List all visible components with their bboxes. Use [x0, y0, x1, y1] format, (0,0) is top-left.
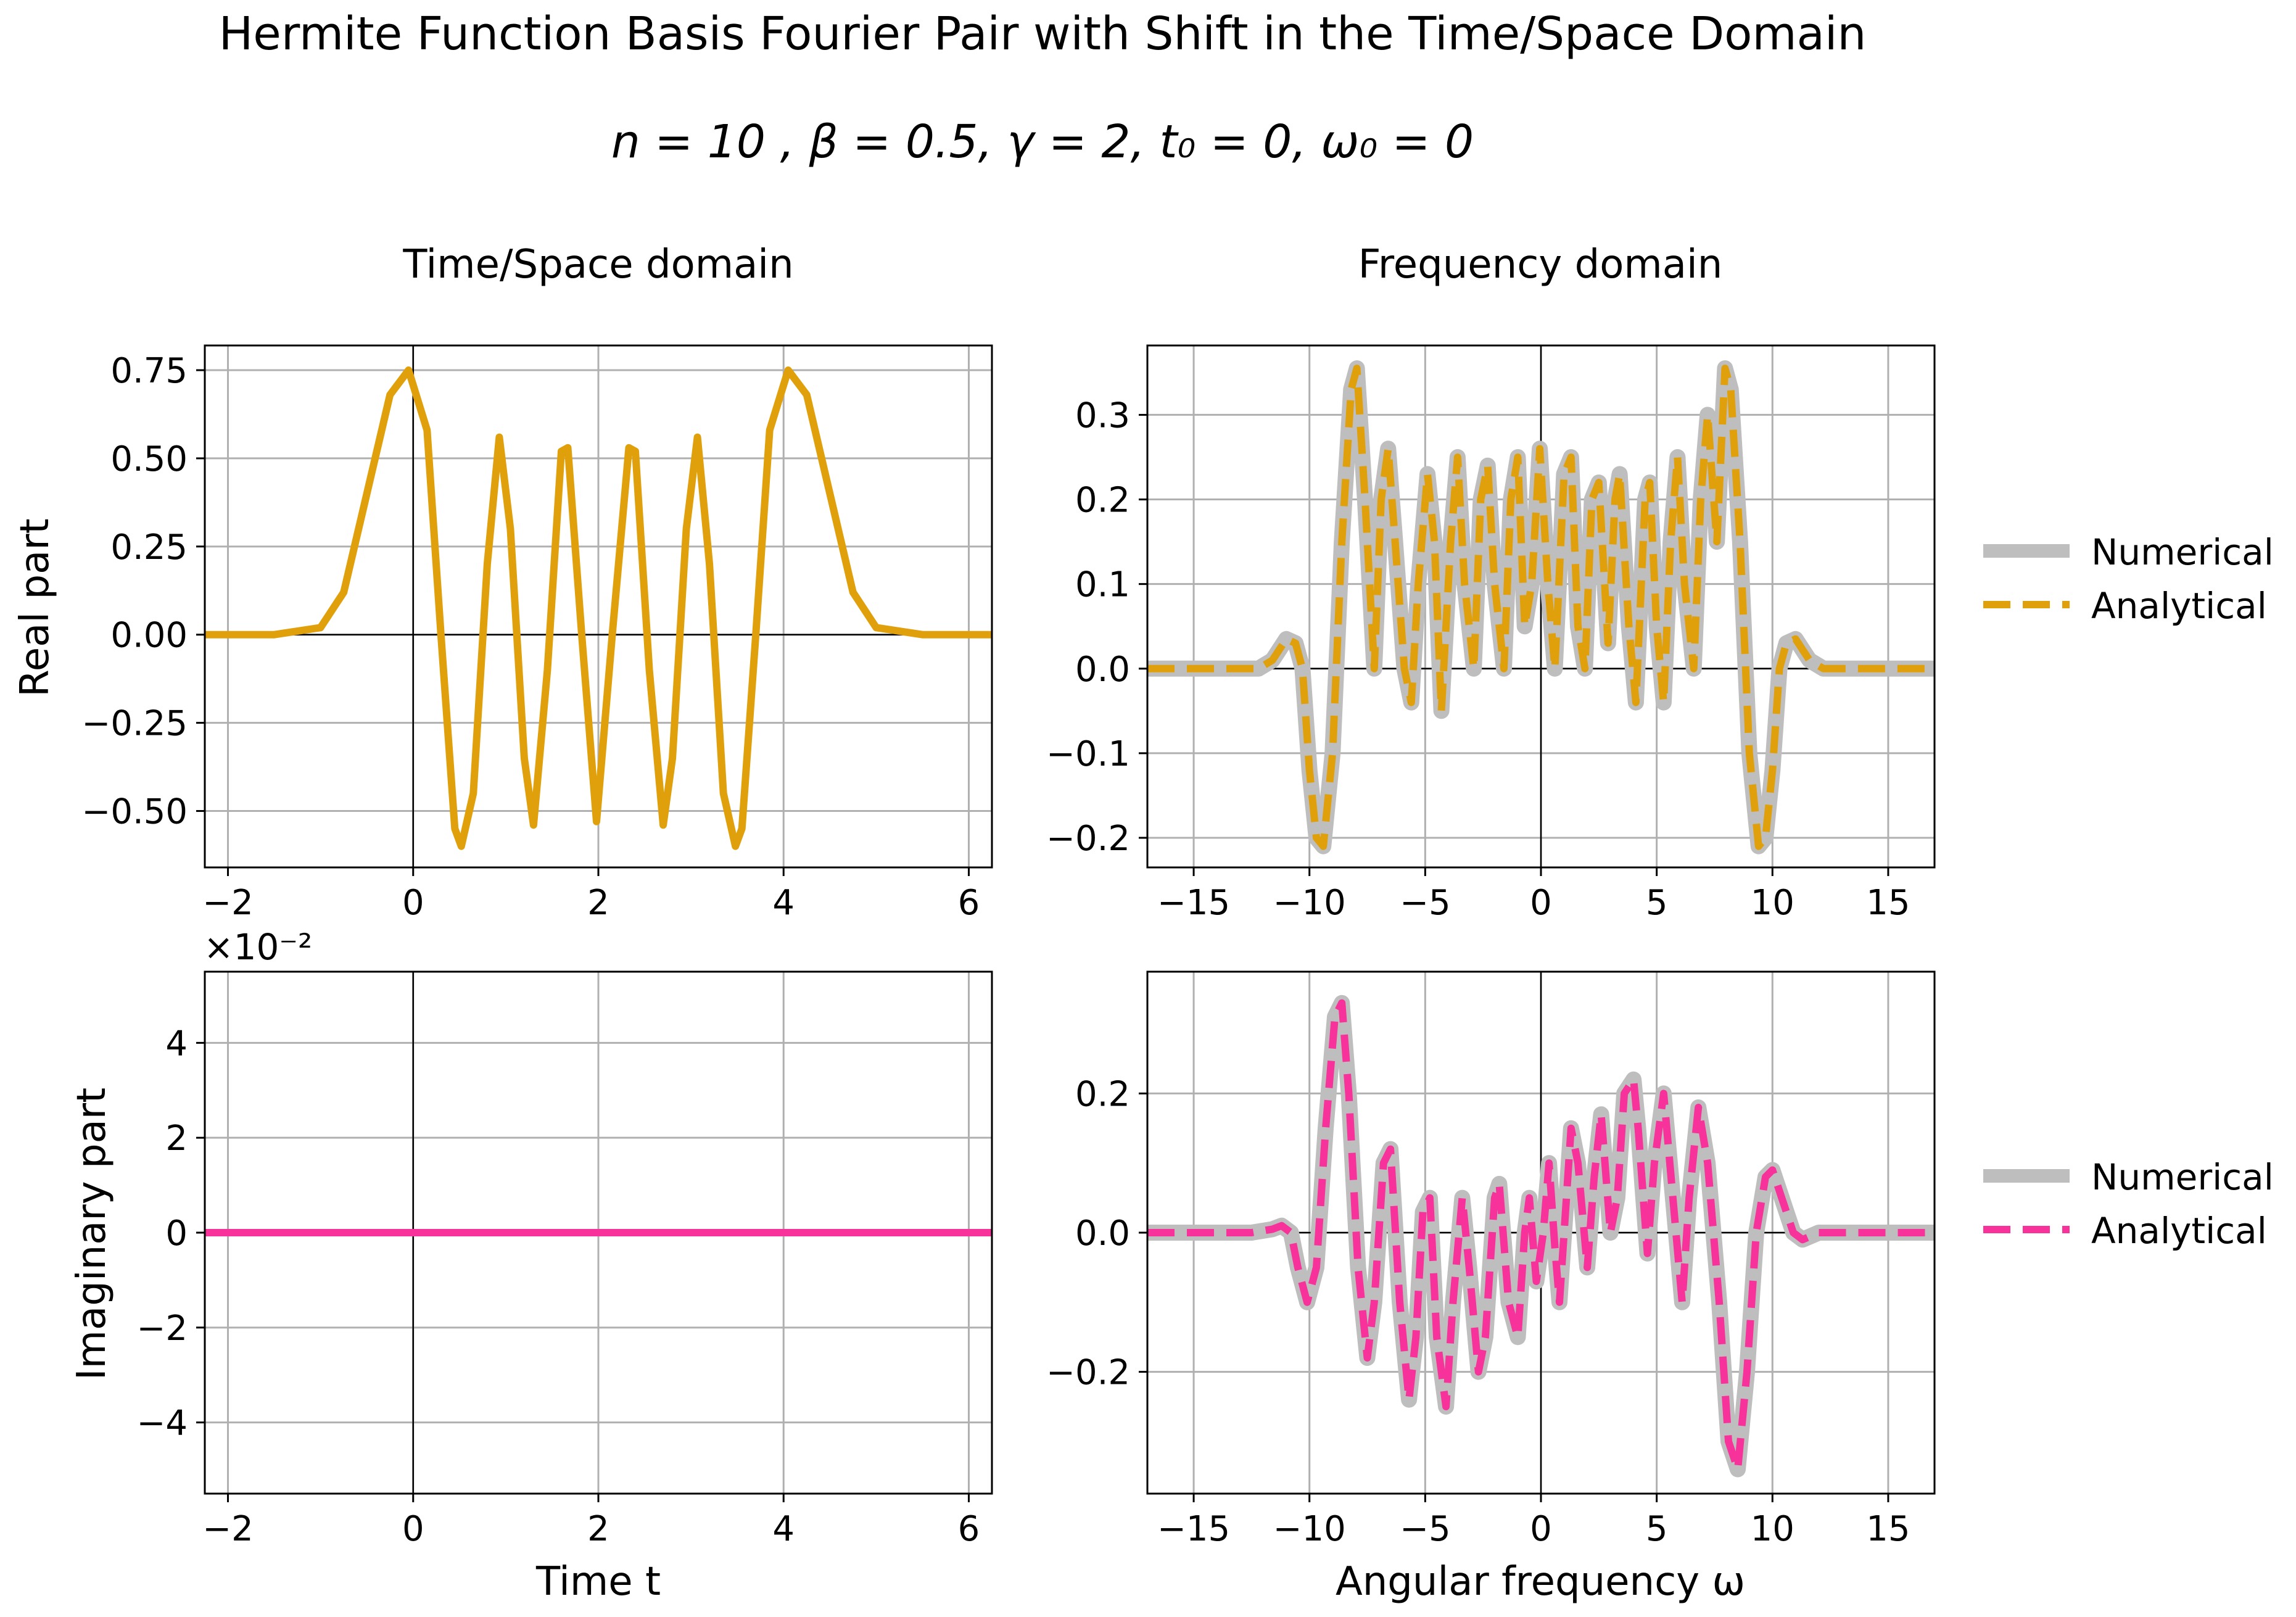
y-tick-label: 0.3 [1075, 395, 1130, 436]
x-tick-label: 4 [772, 1509, 795, 1549]
x-tick-label: 10 [1751, 883, 1794, 923]
xlabel-frequency: Angular frequency ω [1336, 1559, 1745, 1605]
panel-time-imaginary: −2 0 2 4 6 −4 −2 0 2 4 [136, 970, 993, 1549]
y-tick-label: 0.25 [110, 527, 188, 568]
x-tick-label: 15 [1866, 1509, 1910, 1549]
x-tick-label: 5 [1646, 1509, 1668, 1549]
y-tick-label: 0.50 [110, 439, 188, 479]
figure-subtitle: n = 10 , β = 0.5, γ = 2, t₀ = 0, ω₀ = 0 [611, 115, 1474, 168]
x-tick-label: −10 [1273, 1509, 1346, 1549]
legend-label-numerical: Numerical [2091, 1156, 2274, 1198]
x-tick-label: −5 [1400, 1509, 1451, 1549]
x-tick-label: 0 [402, 1509, 424, 1549]
y-tick-label: −0.25 [81, 704, 188, 744]
legend-label-analytical: Analytical [2091, 585, 2267, 627]
x-tick-label: −5 [1400, 883, 1451, 923]
x-tick-label: −2 [202, 1509, 254, 1549]
x-tick-label: 4 [772, 883, 795, 923]
x-tick-label: −15 [1157, 1509, 1230, 1549]
y-tick-label: 2 [165, 1119, 188, 1159]
y-tick-label: 0.0 [1075, 1214, 1130, 1254]
panel-frequency-real: −15 −10 −5 0 5 10 15 −0.2 −0.1 0.0 0.1 0.2 0.3 [1046, 344, 1936, 923]
x-tick-label: 10 [1751, 1509, 1794, 1549]
x-tick-label: 6 [958, 1509, 980, 1549]
series-analytical [1147, 999, 1935, 1473]
ylabel-real-part: Real part [12, 518, 58, 697]
series-line [205, 366, 992, 850]
offset-text: ×10⁻² [204, 926, 312, 968]
x-tick-label: 2 [587, 883, 609, 923]
x-tick-label: 0 [1530, 883, 1552, 923]
x-tick-label: −15 [1157, 883, 1230, 923]
y-tick-label: 0.2 [1075, 481, 1130, 521]
y-tick-label: 0.1 [1075, 565, 1130, 605]
x-tick-label: 0 [1530, 1509, 1552, 1549]
legend-real: Numerical Analytical [1983, 531, 2274, 627]
x-tick-label: 15 [1866, 883, 1910, 923]
y-tick-label: 0.0 [1075, 650, 1130, 690]
y-tick-label: −4 [136, 1404, 188, 1444]
y-tick-label: −2 [136, 1309, 188, 1349]
panel-frequency-imaginary: −15 −10 −5 0 5 10 15 −0.2 0.0 0.2 [1046, 970, 1936, 1549]
legend-label-analytical: Analytical [2091, 1210, 2267, 1252]
x-tick-label: 5 [1646, 883, 1668, 923]
panel-time-real: −2 0 2 4 6 −0.50 −0.25 0.00 0.25 0.50 0.75 [81, 344, 993, 923]
series-analytical [1147, 365, 1935, 850]
x-tick-label: 0 [402, 883, 424, 923]
y-tick-label: 0.00 [110, 616, 188, 656]
column-title-time: Time/Space domain [402, 242, 793, 287]
column-title-frequency: Frequency domain [1358, 242, 1723, 287]
figure-title: Hermite Function Basis Fourier Pair with… [219, 7, 1867, 60]
y-tick-label: 0.2 [1075, 1074, 1130, 1114]
y-tick-label: 4 [165, 1024, 188, 1064]
xlabel-time: Time t [535, 1559, 661, 1605]
x-tick-label: −10 [1273, 883, 1346, 923]
y-tick-label: −0.2 [1046, 819, 1130, 859]
y-tick-label: 0.75 [110, 351, 188, 391]
x-tick-label: −2 [202, 883, 254, 923]
y-tick-label: 0 [165, 1214, 188, 1254]
ylabel-imaginary-part: Imaginary part [69, 1088, 115, 1380]
y-tick-label: −0.2 [1046, 1353, 1130, 1393]
x-tick-label: 6 [958, 883, 980, 923]
y-tick-label: −0.1 [1046, 734, 1130, 774]
x-tick-label: 2 [587, 1509, 609, 1549]
legend-imaginary: Numerical Analytical [1983, 1156, 2274, 1252]
y-tick-label: −0.50 [81, 792, 188, 832]
legend-label-numerical: Numerical [2091, 531, 2274, 573]
